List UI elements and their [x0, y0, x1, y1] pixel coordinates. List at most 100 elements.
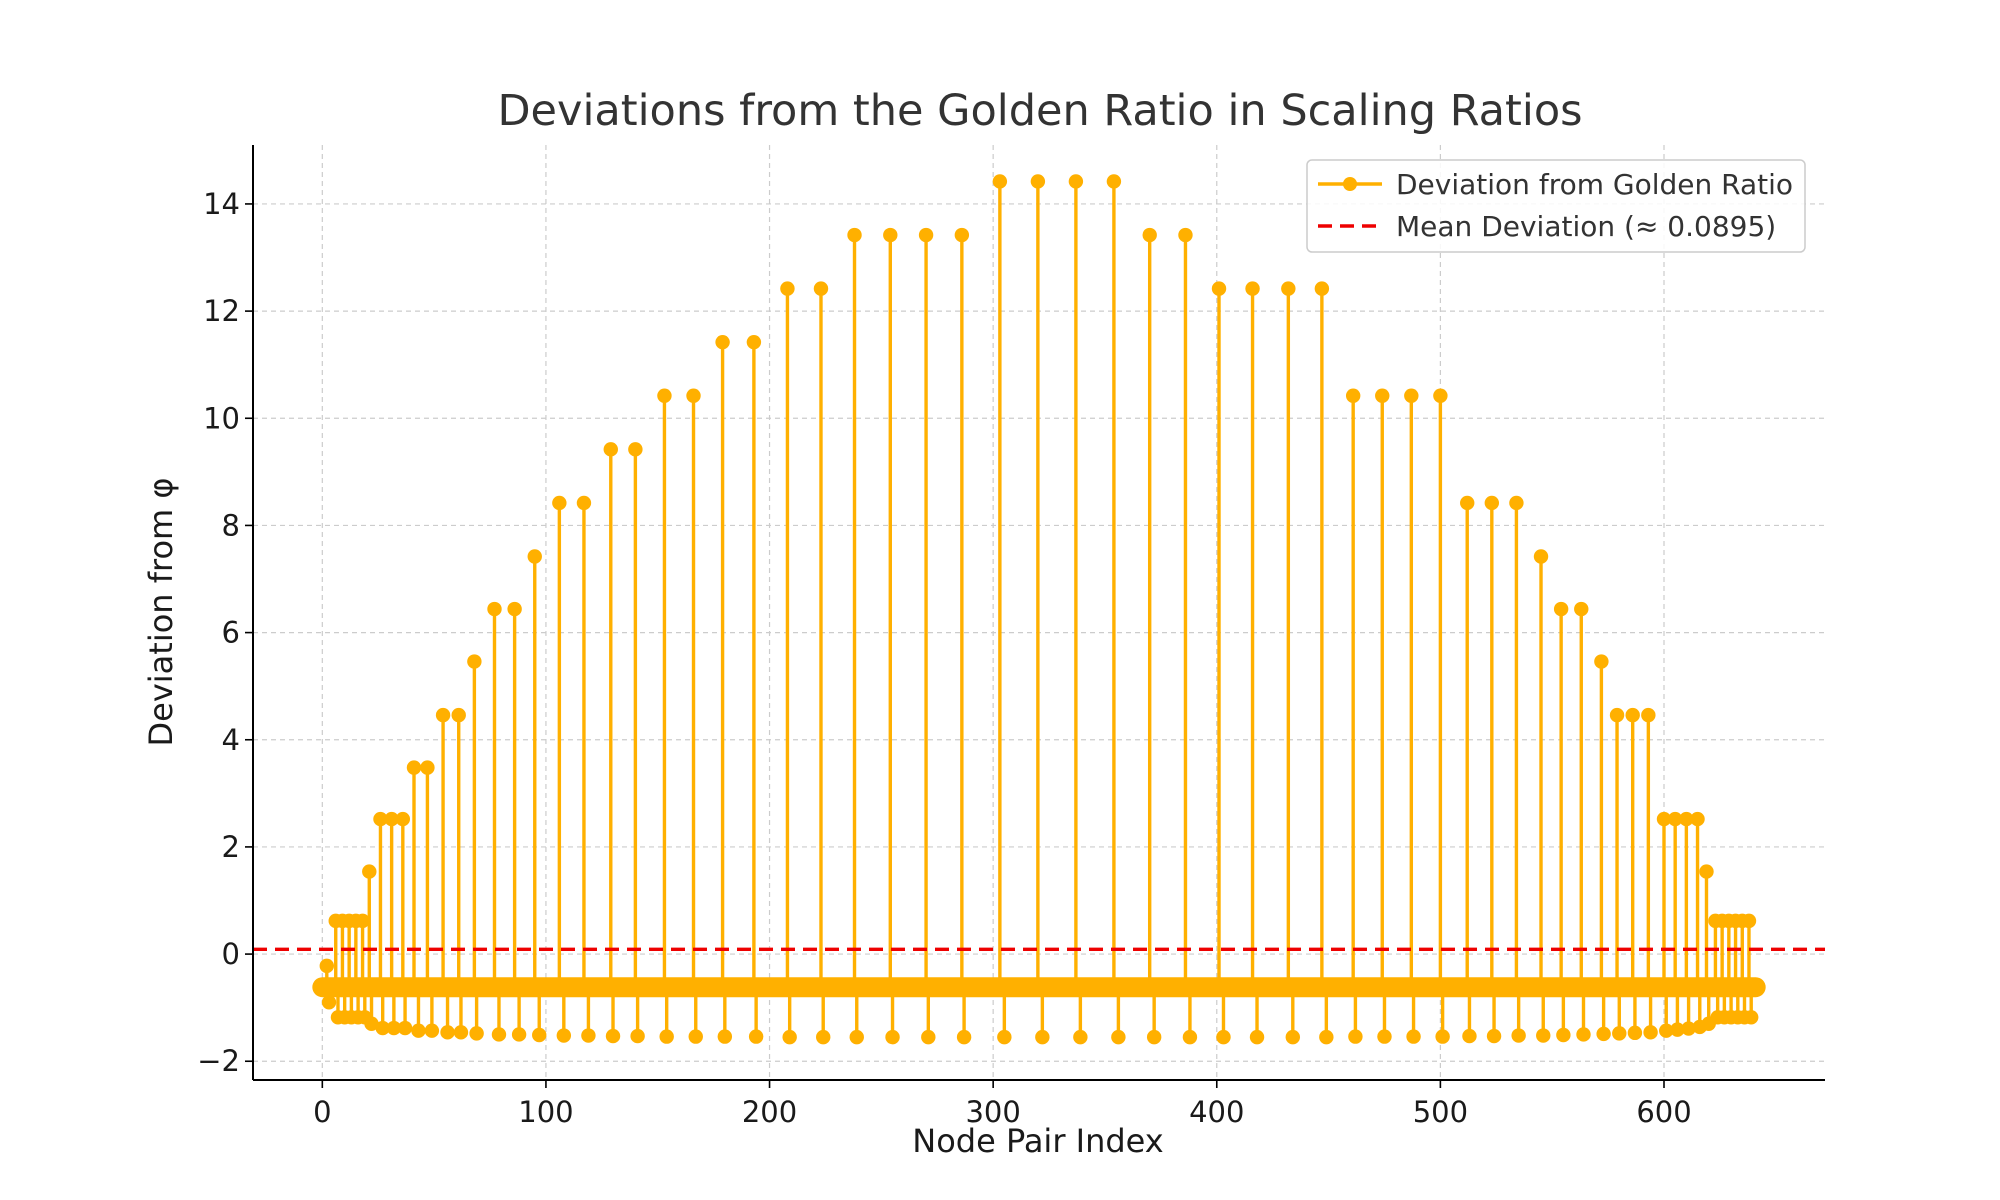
- data-point: [1035, 1029, 1050, 1045]
- data-point: [1433, 388, 1448, 403]
- data-point: [1404, 388, 1419, 403]
- y-tick-label: 0: [222, 937, 240, 971]
- data-point: [1511, 1028, 1526, 1043]
- data-point: [1462, 1028, 1477, 1044]
- data-point: [816, 1029, 831, 1045]
- x-axis-ticks: 0 100 200 300 400 500 600: [313, 1080, 1692, 1129]
- y-tick-label: 10: [203, 401, 240, 435]
- axes: [252, 145, 1825, 1081]
- data-point: [1659, 1023, 1674, 1038]
- data-point: [659, 1029, 674, 1044]
- data-point: [1435, 1029, 1450, 1044]
- data-point: [992, 174, 1008, 189]
- data-point: [780, 281, 795, 296]
- data-point: [1285, 1029, 1301, 1045]
- data-point: [1744, 1010, 1759, 1025]
- data-point: [581, 1028, 596, 1043]
- data-point: [847, 227, 862, 243]
- data-point: [1574, 601, 1589, 617]
- data-point: [321, 995, 337, 1010]
- data-point: [1612, 1026, 1627, 1041]
- data-point: [997, 1029, 1012, 1045]
- data-point: [507, 601, 522, 617]
- data-point: [1679, 811, 1694, 827]
- data-point: [1178, 227, 1193, 243]
- data-point: [487, 601, 502, 617]
- data-point: [362, 864, 377, 879]
- data-point: [1211, 281, 1227, 296]
- data-point: [420, 760, 435, 775]
- data-stems: [320, 181, 1758, 1038]
- data-point: [782, 1029, 797, 1045]
- data-point: [883, 227, 898, 243]
- y-axis-label: Deviation from φ: [142, 478, 180, 747]
- chart-title: Deviations from the Golden Ratio in Scal…: [497, 86, 1582, 136]
- data-point: [657, 388, 672, 403]
- data-point: [628, 442, 643, 457]
- data-point: [813, 281, 829, 296]
- data-markers: [315, 174, 1763, 1045]
- data-point: [386, 1020, 402, 1036]
- data-point: [1533, 549, 1549, 564]
- data-point: [384, 811, 399, 827]
- data-point: [467, 654, 482, 669]
- data-point: [1643, 1025, 1658, 1040]
- data-point: [1030, 174, 1046, 189]
- data-point: [1281, 281, 1296, 296]
- data-point: [355, 913, 370, 929]
- data-point: [956, 1029, 972, 1045]
- data-point: [1509, 495, 1524, 511]
- data-point: [1741, 913, 1757, 929]
- data-point: [1146, 1029, 1162, 1045]
- data-point: [1536, 1028, 1551, 1043]
- x-tick-label: 400: [1189, 1095, 1244, 1129]
- data-point: [527, 549, 542, 564]
- data-point: [1142, 227, 1157, 243]
- data-point: [1460, 495, 1475, 511]
- data-point: [1690, 811, 1705, 827]
- data-point: [1319, 1029, 1334, 1045]
- data-point: [603, 442, 618, 457]
- y-tick-label: 4: [222, 723, 240, 757]
- data-point: [748, 1029, 764, 1044]
- data-point: [688, 1029, 703, 1044]
- data-point: [954, 227, 970, 243]
- y-axis-ticks: −2 0 2 4 6 8 10 12 14: [197, 187, 253, 1078]
- data-point: [1596, 1026, 1611, 1042]
- data-point: [1073, 1029, 1088, 1045]
- data-point: [1348, 1029, 1363, 1044]
- x-tick-label: 300: [965, 1095, 1020, 1129]
- data-point: [556, 1028, 572, 1043]
- y-tick-label: 14: [203, 187, 240, 221]
- data-point: [1245, 281, 1260, 296]
- x-tick-label: 500: [1413, 1095, 1468, 1129]
- data-point: [1656, 811, 1672, 827]
- data-point: [440, 1025, 455, 1040]
- x-tick-label: 100: [518, 1095, 573, 1129]
- data-point: [576, 495, 592, 511]
- y-tick-label: 12: [203, 294, 240, 328]
- data-point: [424, 1023, 440, 1038]
- data-point: [1667, 811, 1683, 827]
- x-tick-label: 200: [742, 1095, 797, 1129]
- data-point: [630, 1028, 645, 1044]
- data-point: [532, 1027, 547, 1043]
- data-point: [1106, 174, 1122, 189]
- data-point: [885, 1029, 900, 1045]
- data-point: [406, 760, 422, 775]
- data-point: [746, 334, 762, 350]
- data-point: [511, 1027, 527, 1042]
- legend-box: [1306, 159, 1806, 253]
- data-point: [1594, 654, 1609, 669]
- data-point: [1627, 1025, 1643, 1041]
- y-tick-label: 8: [222, 508, 240, 542]
- x-tick-label: 0: [313, 1095, 331, 1129]
- data-point: [469, 1026, 484, 1041]
- data-point: [1486, 1028, 1502, 1044]
- data-point: [435, 707, 451, 723]
- data-point: [491, 1027, 507, 1042]
- data-point: [1111, 1029, 1126, 1045]
- data-point: [1216, 1029, 1231, 1045]
- legend-series-marker: [1343, 177, 1357, 191]
- data-point: [1375, 388, 1390, 403]
